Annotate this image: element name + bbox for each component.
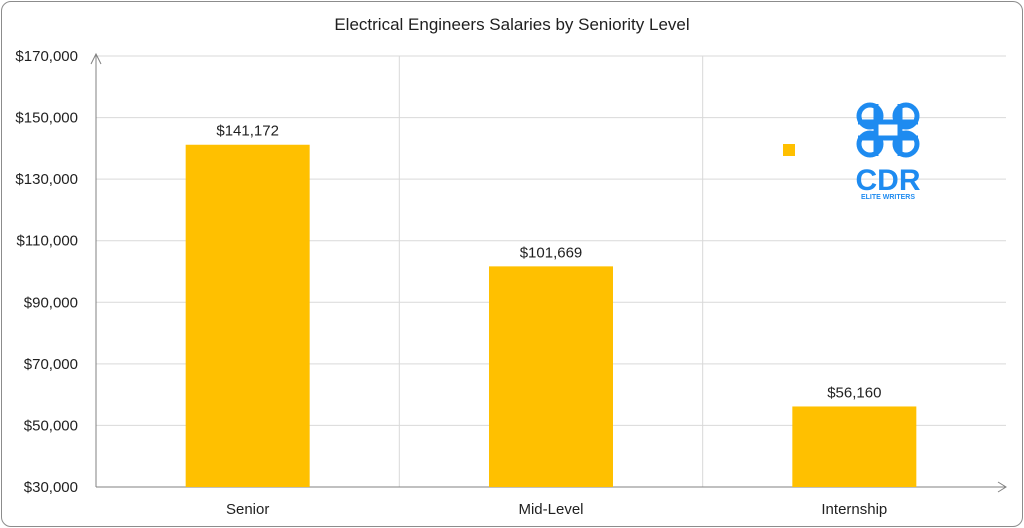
legend-marker	[783, 144, 795, 156]
y-tick-label: $70,000	[24, 356, 78, 373]
y-axis-arrow	[90, 52, 102, 65]
bar	[185, 144, 310, 487]
data-label: $141,172	[216, 123, 279, 140]
logo-tagline: ELITE WRITERS	[861, 194, 915, 201]
command-key-icon	[856, 102, 920, 158]
x-axis-ticks: Senior Mid-Level Internship	[226, 501, 887, 518]
cdr-logo: CDR ELITE WRITERS	[783, 102, 921, 201]
bars	[185, 144, 917, 487]
x-axis-arrow	[997, 481, 1007, 493]
x-tick-label: Mid-Level	[518, 501, 583, 518]
x-tick-label: Internship	[821, 501, 887, 518]
logo-letters: CDR	[856, 164, 921, 197]
data-labels: $141,172 $101,669 $56,160	[216, 123, 881, 402]
bar	[792, 406, 917, 487]
y-tick-label: $110,000	[17, 233, 78, 250]
data-label: $56,160	[827, 384, 881, 401]
y-tick-label: $150,000	[15, 110, 78, 127]
y-tick-label: $50,000	[24, 417, 78, 434]
data-label: $101,669	[520, 244, 583, 261]
y-tick-label: $130,000	[15, 171, 78, 188]
chart-title: Electrical Engineers Salaries by Seniori…	[334, 15, 689, 34]
x-tick-label: Senior	[226, 501, 269, 518]
bar	[489, 266, 613, 487]
y-tick-label: $30,000	[24, 479, 78, 496]
y-axis-ticks: $30,000 $50,000 $70,000 $90,000 $110,000 $130…	[15, 48, 78, 496]
y-tick-label: $170,000	[15, 48, 78, 65]
y-tick-label: $90,000	[24, 294, 78, 311]
